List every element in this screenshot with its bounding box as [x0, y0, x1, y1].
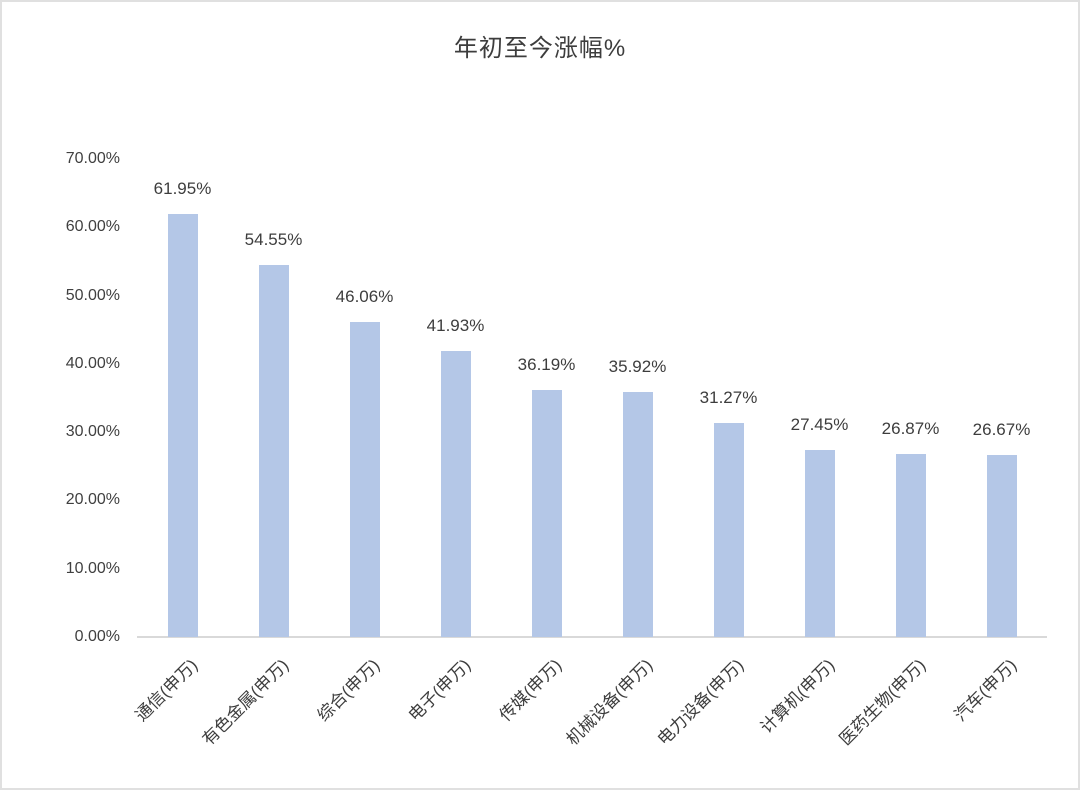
bar: [440, 350, 471, 637]
bar: [895, 453, 926, 637]
bar: [258, 264, 289, 637]
chart-title: 年初至今涨幅%: [453, 35, 627, 62]
y-tick-label: 70.00%: [65, 150, 120, 167]
bar-value-label: 26.67%: [972, 419, 1031, 439]
y-tick-label: 30.00%: [65, 423, 120, 441]
bar: [804, 449, 835, 637]
category-label: 电子(申万): [404, 655, 475, 726]
x-axis-line: [137, 636, 1047, 638]
category-label: 汽车(申万): [950, 655, 1021, 726]
y-tick-label: 0.00%: [74, 628, 120, 645]
category-label: 有色金属(申万): [198, 655, 293, 750]
y-tick-label: 10.00%: [65, 559, 120, 577]
bar-value-label: 31.27%: [699, 388, 758, 408]
category-label: 医药生物(申万): [835, 655, 930, 750]
category-label: 综合(申万): [313, 655, 384, 726]
category-label: 计算机(申万): [756, 655, 839, 738]
bar: [713, 423, 744, 637]
bar-value-label: 26.87%: [881, 418, 940, 438]
bar: [349, 322, 380, 637]
category-label: 通信(申万): [131, 655, 202, 726]
bar-value-label: 54.55%: [244, 229, 303, 249]
bar: [167, 213, 198, 637]
bar-value-label: 35.92%: [608, 356, 667, 376]
category-label: 机械设备(申万): [562, 655, 657, 750]
bar-value-label: 41.93%: [426, 315, 485, 335]
category-label: 电力设备(申万): [653, 655, 748, 750]
category-label: 传媒(申万): [495, 655, 566, 726]
bar-value-label: 27.45%: [790, 414, 849, 434]
bar-value-label: 46.06%: [335, 287, 394, 307]
bar: [531, 389, 562, 637]
bar-value-label: 36.19%: [517, 354, 576, 374]
y-tick-label: 60.00%: [65, 218, 120, 236]
bar-value-label: 61.95%: [153, 178, 212, 198]
y-tick-label: 20.00%: [65, 491, 120, 509]
y-tick-label: 50.00%: [65, 286, 120, 304]
bar: [986, 454, 1017, 637]
bar: [622, 391, 653, 637]
y-tick-label: 40.00%: [65, 354, 120, 372]
